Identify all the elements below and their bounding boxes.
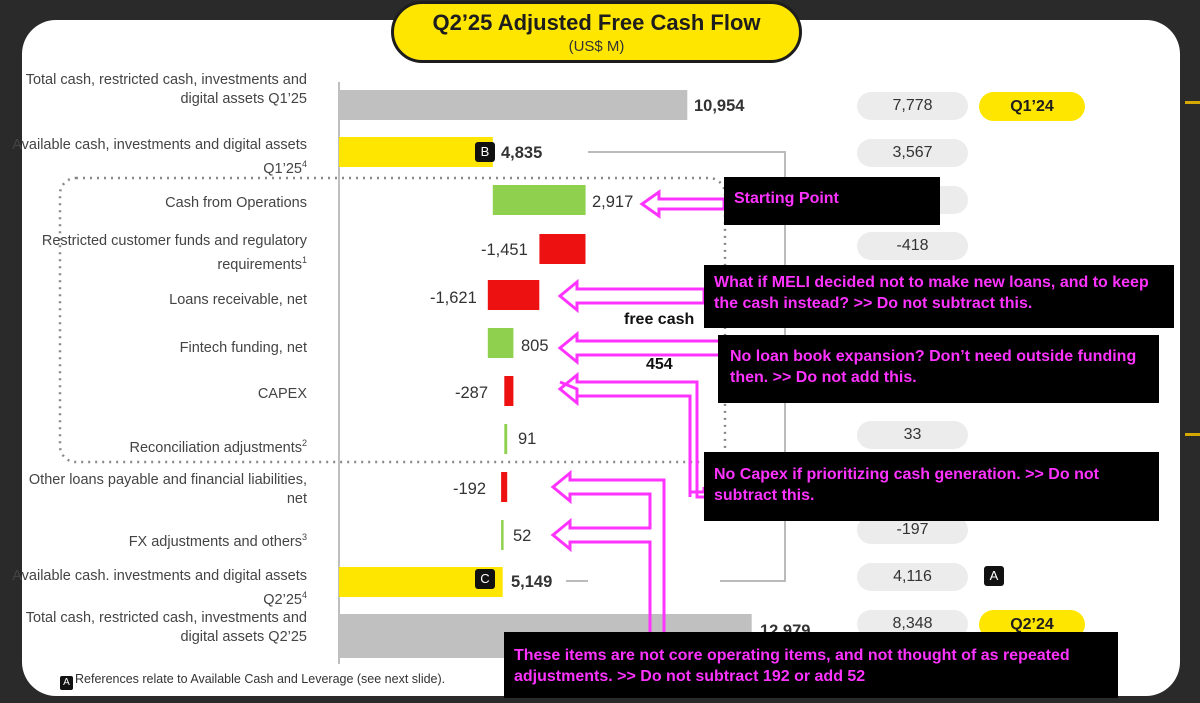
value-label: -1,451 (481, 241, 528, 259)
free-cash-value: 454 (646, 356, 673, 373)
value-label: 52 (513, 527, 532, 545)
operating-items-box (58, 176, 727, 464)
comparison-pill: -418 (857, 232, 968, 260)
bar-delta-2 (492, 185, 586, 215)
gold-tick (1185, 101, 1200, 104)
footnote-marker: A (60, 676, 73, 690)
marker-c: C (475, 569, 495, 589)
row-label: Reconciliation adjustments2 (129, 438, 308, 456)
arrow-funding (557, 330, 728, 366)
title-banner: Q2’25 Adjusted Free Cash Flow (US$ M) (391, 1, 802, 63)
chart-subtitle: (US$ M) (568, 38, 625, 55)
value-label: 91 (518, 430, 537, 448)
value-label: -287 (455, 384, 489, 402)
callout-funding: No loan book expansion? Don’t need outsi… (718, 335, 1159, 403)
arrow-other-items (550, 469, 666, 638)
bar-total-0 (339, 90, 688, 120)
marker-a: A (984, 566, 1004, 586)
callout-capex: No Capex if prioritizing cash generation… (704, 452, 1159, 521)
callout-starting-point: Starting Point (724, 177, 940, 225)
free-cash-label: free cash (624, 311, 695, 328)
row-label: Other loans payable and financial liabil… (28, 472, 307, 507)
bar-delta-9 (501, 520, 504, 550)
row-label: Fintech funding, net (179, 340, 307, 356)
value-label: 10,954 (694, 97, 745, 115)
bar-delta-4 (487, 280, 540, 310)
footnote-text: References relate to Available Cash and … (75, 672, 446, 686)
period-pill-q1: Q1’24 (979, 92, 1085, 121)
row-label: Total cash, restricted cash, investments… (25, 72, 307, 107)
comparison-pill: 7,778 (857, 92, 968, 120)
value-label: 805 (521, 337, 549, 355)
arrow-capex-head (557, 371, 704, 499)
row-label: FX adjustments and others3 (128, 532, 307, 550)
value-label: 4,835 (501, 144, 543, 162)
gold-tick (1185, 433, 1200, 436)
row-label: Total cash, restricted cash, investments… (25, 610, 307, 645)
callout-loans: What if MELI decided not to make new loa… (704, 265, 1174, 328)
bar-delta-6 (504, 376, 514, 406)
bar-delta-8 (501, 472, 508, 502)
value-label: -192 (453, 480, 487, 498)
comparison-pill: 3,567 (857, 139, 968, 167)
callout-other-items: These items are not core operating items… (504, 632, 1118, 698)
arrow-loans (557, 278, 706, 314)
value-label: -1,621 (430, 289, 477, 307)
row-label: Restricted customer funds and regulatory… (41, 233, 307, 273)
bar-delta-7 (504, 424, 508, 454)
comparison-pill: 33 (857, 421, 968, 449)
arrow-starting-point (639, 189, 726, 219)
arrow-capex (559, 380, 706, 494)
row-label: Available cash. investments and digital … (12, 568, 307, 608)
row-label: Available cash, investments and digital … (12, 137, 307, 177)
bar-available-1 (339, 137, 493, 167)
bar-delta-3 (539, 234, 586, 264)
bar-delta-5 (487, 328, 514, 358)
marker-b: B (475, 142, 495, 162)
comparison-pill: 4,116 (857, 563, 968, 591)
chart-title: Q2’25 Adjusted Free Cash Flow (432, 10, 761, 35)
footnote: A References relate to Available Cash and… (60, 672, 445, 690)
row-label: Loans receivable, net (169, 292, 307, 308)
value-label: 5,149 (511, 573, 553, 591)
row-label: Cash from Operations (165, 195, 307, 211)
row-label: CAPEX (257, 386, 307, 402)
value-label: 2,917 (592, 193, 634, 211)
